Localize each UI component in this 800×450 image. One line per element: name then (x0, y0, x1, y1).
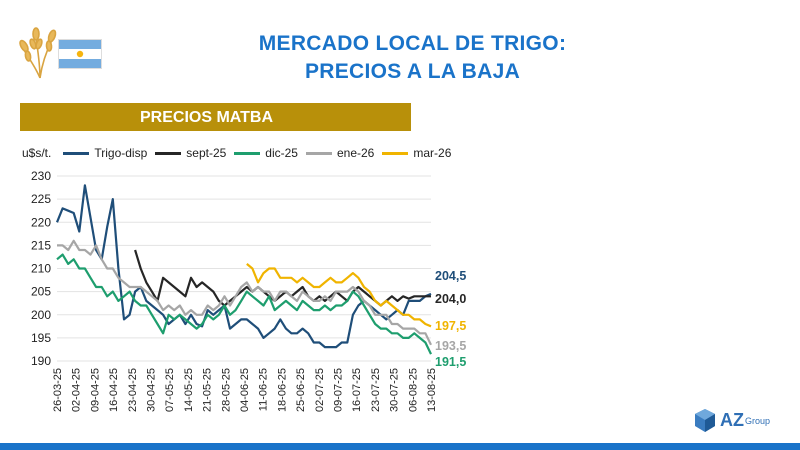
y-tick-label: 215 (31, 238, 51, 252)
y-tick-label: 210 (31, 262, 51, 276)
x-tick-label: 23-07-25 (370, 368, 382, 412)
legend-label: mar-26 (413, 146, 452, 160)
data-label: 197,5 (435, 319, 466, 333)
x-tick-label: 30-04-25 (146, 368, 158, 412)
argentina-flag-icon (58, 39, 102, 69)
x-tick-label: 04-06-25 (239, 368, 251, 412)
x-tick-label: 16-07-25 (351, 368, 363, 412)
series-line-dic-25 (56, 253, 432, 355)
data-label: 191,5 (435, 355, 466, 369)
logo-subtext: Group (745, 416, 771, 426)
y-tick-label: 200 (31, 308, 51, 322)
x-tick-label: 02-07-25 (314, 368, 326, 412)
x-tick-label: 25-06-25 (295, 368, 307, 412)
legend-swatch (234, 151, 261, 155)
y-tick-label: 220 (31, 215, 51, 229)
legend-item-dic-25: dic-25 (234, 146, 298, 160)
x-tick-label: 16-04-25 (108, 368, 120, 412)
data-label: 204,0 (435, 292, 466, 306)
section-banner: PRECIOS MATBA (20, 103, 411, 131)
x-tick-label: 11-06-25 (258, 368, 270, 411)
y-tick-label: 205 (31, 285, 51, 299)
legend-label: dic-25 (265, 146, 298, 160)
wheat-icon (19, 27, 57, 79)
footer-bar (0, 443, 800, 450)
x-tick-label: 14-05-25 (183, 368, 195, 412)
y-tick-label: 195 (31, 331, 51, 345)
legend-label: sept-25 (186, 146, 227, 160)
legend-item-trigo-disp: Trigo-disp (63, 146, 147, 160)
series-line-mar-26 (246, 263, 432, 328)
page-title: MERCADO LOCAL DE TRIGO: PRECIOS A LA BAJ… (200, 30, 625, 86)
legend-item-ene-26: ene-26 (305, 146, 375, 160)
x-tick-label: 26-03-25 (52, 368, 64, 412)
x-tick-label: 18-06-25 (276, 368, 288, 412)
logo-text: AZ (720, 410, 744, 430)
x-tick-label: 28-05-25 (220, 368, 232, 412)
chart-legend: u$s/t. Trigo-disp sept-25 dic-25 ene-26 … (22, 146, 459, 160)
data-label: 204,5 (435, 269, 466, 283)
x-tick-label: 23-04-25 (127, 368, 139, 412)
legend-swatch (155, 151, 182, 155)
x-tick-label: 21-05-25 (202, 368, 214, 412)
y-tick-label: 190 (31, 354, 51, 368)
series-line-ene-26 (57, 239, 432, 346)
x-tick-label: 06-08-25 (407, 368, 419, 412)
legend-item-mar-26: mar-26 (382, 146, 451, 160)
x-tick-label: 30-07-25 (389, 368, 401, 412)
az-group-logo-icon (695, 409, 715, 432)
legend-label: ene-26 (336, 146, 375, 160)
legend-swatch (382, 151, 409, 155)
y-unit-label: u$s/t. (22, 146, 52, 160)
title-line-1: MERCADO LOCAL DE TRIGO: (258, 32, 567, 55)
title-line-2: PRECIOS A LA BAJA (304, 60, 521, 83)
legend-item-sept-25: sept-25 (155, 146, 226, 160)
y-tick-label: 230 (31, 169, 51, 183)
x-tick-label: 02-04-25 (71, 368, 83, 412)
legend-label: Trigo-disp (94, 146, 148, 160)
data-label: 193,5 (435, 339, 466, 353)
legend-swatch (63, 151, 90, 155)
legend-swatch (305, 151, 332, 155)
x-tick-label: 09-04-25 (89, 368, 101, 412)
x-tick-label: 13-08-25 (426, 368, 438, 412)
x-tick-label: 09-07-25 (333, 368, 345, 412)
y-tick-label: 225 (31, 192, 51, 206)
x-tick-label: 07-05-25 (164, 368, 176, 412)
